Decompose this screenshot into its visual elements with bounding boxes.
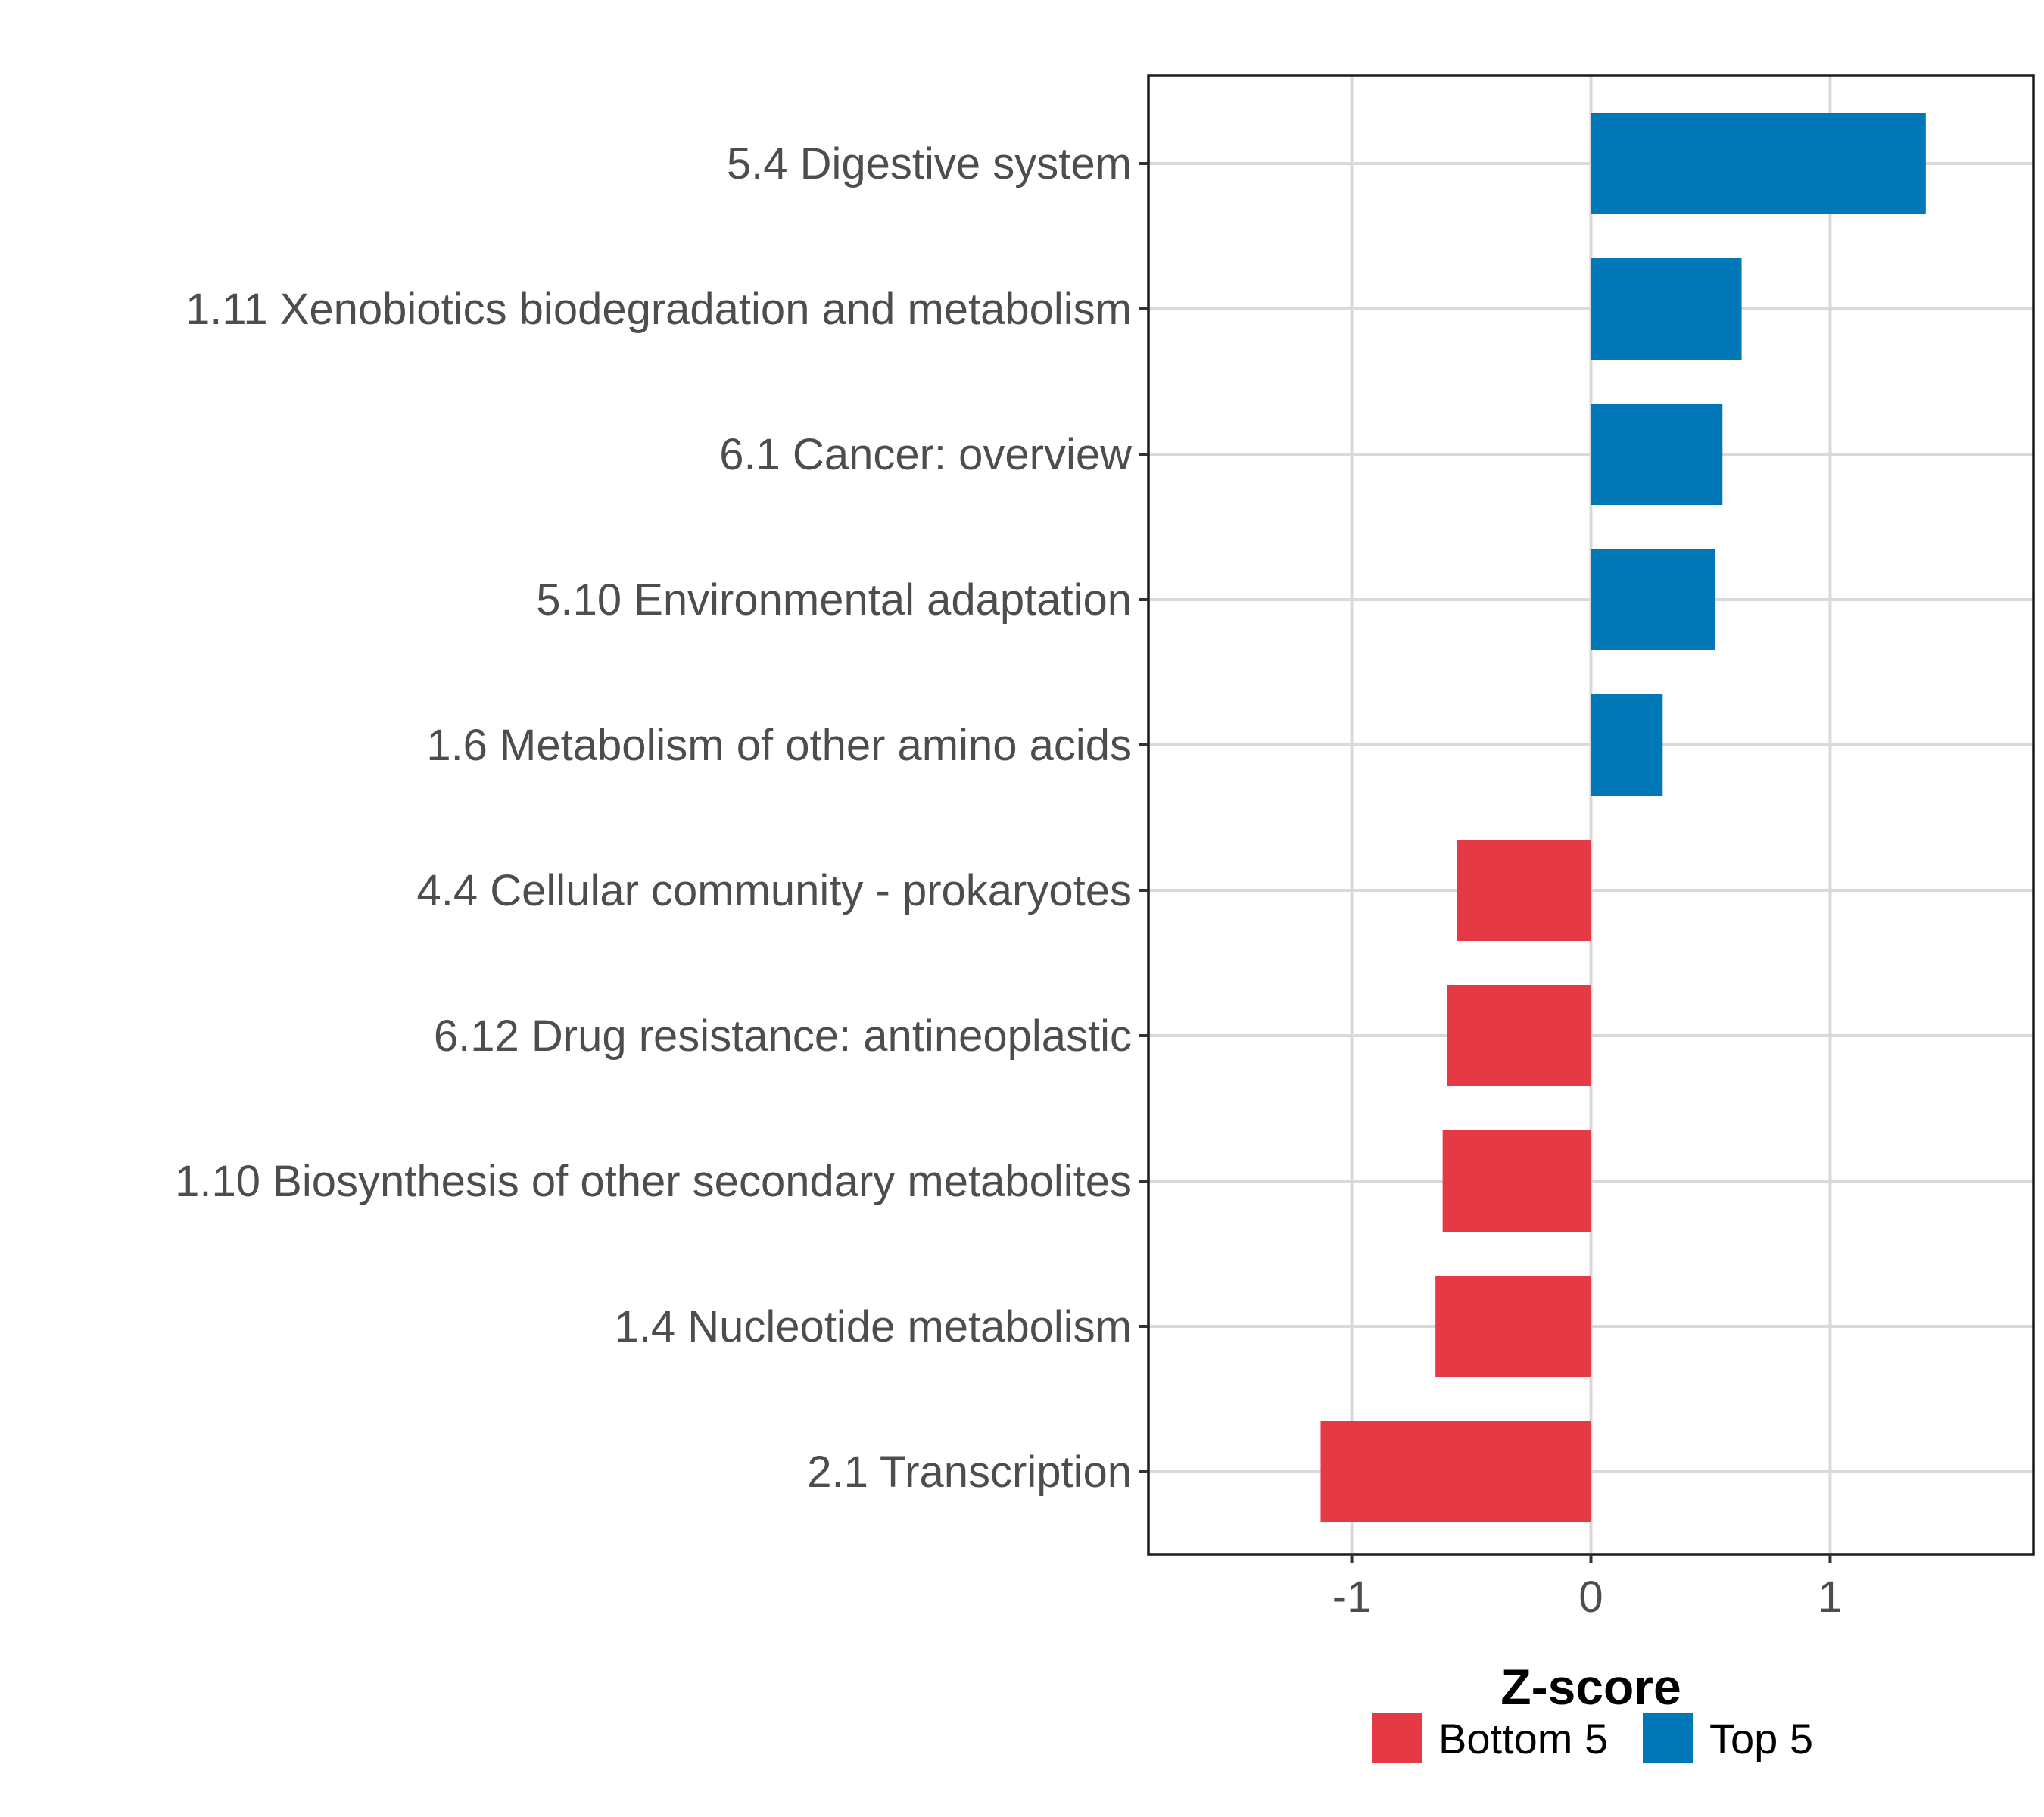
- x-tick-label-2: 1: [1818, 1572, 1842, 1622]
- category-label-2: 1.11 Xenobiotics biodegradation and meta…: [185, 285, 1132, 334]
- bar-1: [1591, 113, 1926, 214]
- legend-label-2: Top 5: [1709, 1715, 1813, 1762]
- bar-5: [1591, 694, 1663, 796]
- bar-6: [1457, 840, 1591, 941]
- bar-10: [1320, 1421, 1591, 1522]
- category-label-4: 5.10 Environmental adaptation: [536, 575, 1132, 625]
- category-label-9: 1.4 Nucleotide metabolism: [615, 1302, 1132, 1351]
- y-axis: 5.4 Digestive system 1.11 Xenobiotics bio…: [175, 139, 1148, 1497]
- category-label-3: 6.1 Cancer: overview: [719, 430, 1133, 479]
- bar-2: [1591, 258, 1742, 360]
- x-axis: -1 0 1: [1332, 1554, 1843, 1622]
- legend-swatch-2: [1643, 1713, 1693, 1763]
- bar-9: [1435, 1276, 1591, 1377]
- legend: Bottom 5 Top 5: [1372, 1713, 1813, 1763]
- bar-4: [1591, 549, 1715, 650]
- category-label-1: 5.4 Digestive system: [727, 139, 1132, 189]
- category-label-8: 1.10 Biosynthesis of other secondary met…: [175, 1157, 1132, 1206]
- legend-label-1: Bottom 5: [1438, 1715, 1608, 1762]
- bar-7: [1447, 985, 1591, 1086]
- category-label-6: 4.4 Cellular community - prokaryotes: [417, 866, 1132, 915]
- legend-swatch-1: [1372, 1713, 1422, 1763]
- category-label-7: 6.12 Drug resistance: antineoplastic: [434, 1011, 1132, 1061]
- category-label-10: 2.1 Transcription: [807, 1448, 1132, 1497]
- bars: [1320, 113, 1926, 1522]
- bar-8: [1442, 1130, 1591, 1232]
- x-tick-label-0: -1: [1332, 1572, 1372, 1622]
- x-tick-label-1: 0: [1578, 1572, 1603, 1622]
- category-label-5: 1.6 Metabolism of other amino acids: [426, 721, 1132, 770]
- bar-3: [1591, 404, 1723, 505]
- x-axis-title: Z-score: [1500, 1659, 1681, 1715]
